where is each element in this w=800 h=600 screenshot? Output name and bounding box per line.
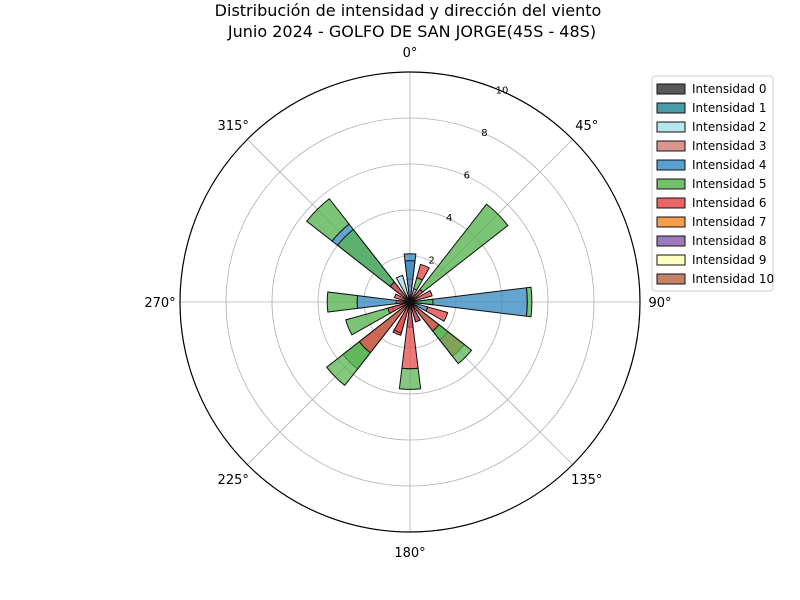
overlay-bar-segment — [431, 323, 473, 365]
polar-plot-area: 2 4 6 8 10 0° 45° 90° 135° 180° 225° 270° 315° — [144, 46, 671, 561]
legend-label: Intensidad 1 — [692, 101, 766, 115]
legend-swatch — [656, 140, 686, 152]
overlay-bar-segment — [393, 301, 411, 334]
chart-title: Distribución de intensidad y dirección d… — [215, 1, 602, 20]
legend-swatch — [656, 178, 686, 190]
legend-label: Intensidad 8 — [692, 234, 766, 248]
overlay-bar-segment — [336, 228, 396, 288]
legend-swatch — [656, 273, 686, 285]
legend-swatch — [656, 216, 686, 228]
radial-tick-label: 2 — [428, 256, 434, 267]
legend-swatch — [656, 83, 686, 95]
radial-tick-label: 6 — [464, 171, 470, 182]
angle-tick-label: 90° — [648, 296, 671, 311]
bar-segment — [413, 290, 433, 302]
angle-tick-label: 270° — [144, 296, 175, 311]
legend-swatch — [656, 102, 686, 114]
chart-subtitle: Junio 2024 - GOLFO DE SAN JORGE(45S - 48… — [227, 22, 596, 41]
legend-label: Intensidad 10 — [692, 272, 774, 286]
legend-swatch — [656, 159, 686, 171]
angle-tick-label: 315° — [218, 119, 249, 134]
overlay-bar-segment — [409, 301, 421, 323]
bar-segment — [525, 286, 533, 318]
overlay-bar-segment — [409, 298, 434, 306]
bar-segment — [306, 198, 350, 242]
legend-label: Intensidad 3 — [692, 139, 766, 153]
bar-segment — [326, 291, 359, 313]
legend-swatch — [656, 197, 686, 209]
overlay-bar-segment — [398, 367, 422, 390]
legend-swatch — [656, 235, 686, 247]
legend-label: Intensidad 9 — [692, 253, 766, 267]
angle-tick-label: 135° — [571, 473, 602, 488]
legend-label: Intensidad 4 — [692, 158, 766, 172]
overlay-bar-segment — [395, 299, 411, 305]
legend-label: Intensidad 2 — [692, 120, 766, 134]
bar-segment — [425, 306, 449, 322]
angle-tick-label: 45° — [575, 119, 598, 134]
legend-swatch — [656, 254, 686, 266]
angle-tick-label: 180° — [394, 546, 425, 561]
overlay-bar-segment — [387, 301, 411, 314]
legend: Intensidad 0 Intensidad 1 Intensidad 2 Inte… — [651, 75, 774, 292]
bar-segment — [395, 274, 410, 299]
radial-tick-label: 8 — [481, 128, 487, 139]
overlay-bar-segment — [404, 260, 416, 303]
polar-outer-ring — [179, 71, 641, 533]
bar-segment — [416, 263, 430, 281]
radial-tick-label: 10 — [496, 86, 509, 97]
overlay-bar-segment — [393, 293, 411, 303]
legend-label: Intensidad 7 — [692, 215, 766, 229]
legend-label: Intensidad 6 — [692, 196, 766, 210]
radial-tick-label: 4 — [446, 213, 452, 224]
legend-label: Intensidad 5 — [692, 177, 766, 191]
legend-swatch — [656, 121, 686, 133]
legend-label: Intensidad 0 — [692, 82, 766, 96]
angle-tick-label: 0° — [403, 46, 418, 61]
overlay-bar-segment — [409, 288, 424, 303]
angle-tick-label: 225° — [218, 473, 249, 488]
overlay-bar-segment — [325, 340, 372, 387]
